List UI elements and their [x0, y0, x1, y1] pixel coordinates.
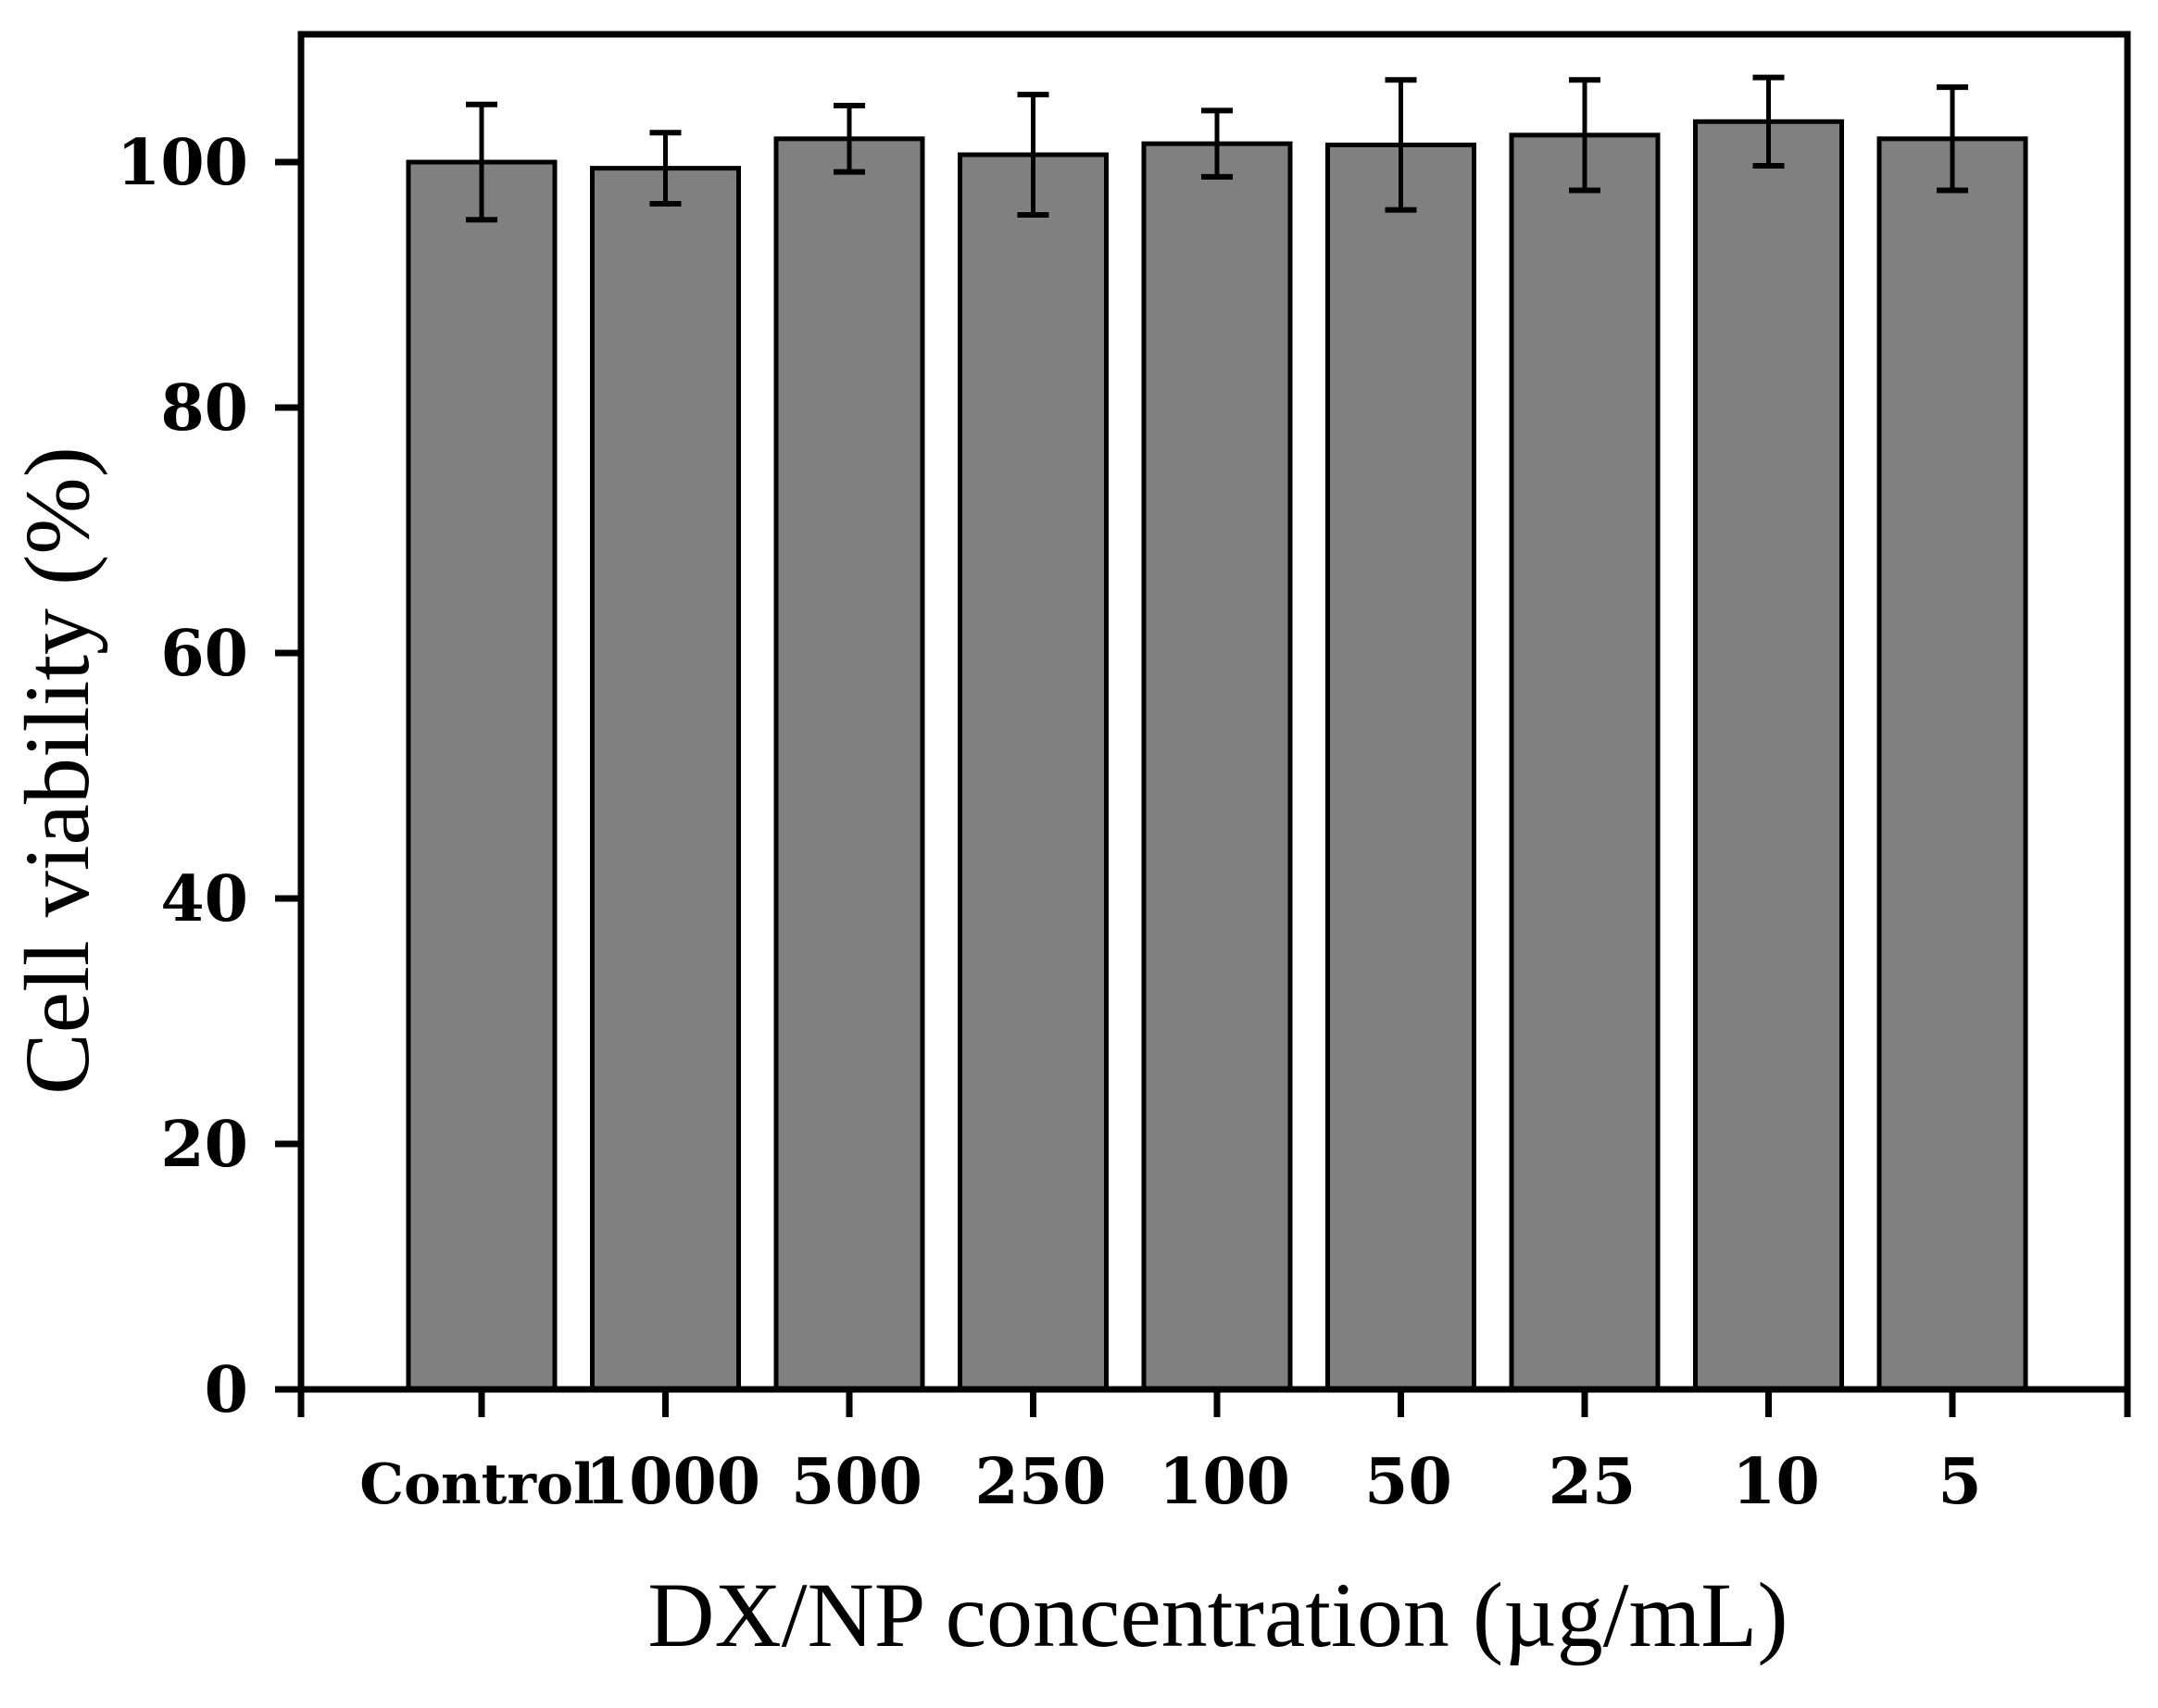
error-bar-10 [1752, 74, 1785, 169]
x-tick-label-1000: 1000 [585, 1445, 760, 1519]
x-axis-title: DX/NP concentration (µg/mL) [647, 1564, 1788, 1666]
error-bar-1000 [649, 130, 682, 207]
error-bars-layer [466, 74, 1968, 223]
bar-250 [958, 152, 1109, 1392]
error-bar-control [466, 101, 497, 223]
bar-1000 [590, 166, 741, 1392]
x-tick-label-50: 50 [1364, 1445, 1452, 1519]
y-axis-title: Cell viability (%) [6, 446, 108, 1095]
y-tick-label-40: 40 [160, 862, 248, 936]
error-bar-50 [1385, 77, 1417, 213]
error-bar-500 [834, 103, 865, 175]
x-tick-label-control: Control [359, 1452, 595, 1517]
y-tick-label-60: 60 [160, 617, 248, 691]
y-tick-label-100: 100 [117, 126, 248, 200]
y-tick-label-20: 20 [160, 1108, 248, 1182]
bar-10 [1693, 119, 1844, 1392]
bar-25 [1509, 132, 1661, 1392]
y-ticks-layer: 0 20 40 60 80 100 [117, 126, 301, 1427]
error-bar-250 [1017, 92, 1049, 218]
bar-500 [773, 136, 925, 1392]
x-tick-label-250: 250 [975, 1445, 1107, 1519]
error-bar-25 [1569, 77, 1600, 194]
y-tick-label-0: 0 [205, 1353, 248, 1427]
bars-layer [406, 119, 2028, 1392]
x-tick-label-10: 10 [1732, 1445, 1820, 1519]
bar-50 [1325, 142, 1476, 1392]
x-tick-label-25: 25 [1549, 1445, 1637, 1519]
y-tick-label-80: 80 [160, 371, 248, 446]
error-bar-100 [1201, 107, 1233, 180]
x-tick-label-500: 500 [791, 1445, 922, 1519]
bar-5 [1876, 136, 2028, 1392]
bar-control [406, 159, 558, 1392]
bar-100 [1141, 141, 1293, 1392]
error-bar-5 [1937, 84, 1968, 194]
x-tick-label-5: 5 [1938, 1445, 1981, 1519]
x-tick-label-100: 100 [1159, 1445, 1290, 1519]
